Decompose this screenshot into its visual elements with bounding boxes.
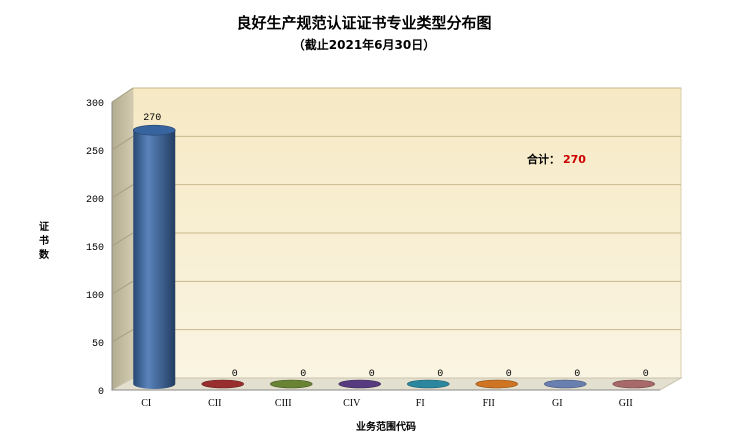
y-axis-title: 证书数 [39, 221, 50, 261]
bars [132, 124, 656, 389]
y-tick-labels: 0 50 100 150 200 250 300 [86, 99, 104, 398]
y-tick-label: 200 [86, 195, 104, 206]
bar [338, 379, 382, 389]
gridline-side [111, 135, 134, 151]
bar-top [543, 379, 587, 389]
data-label: 0 [506, 369, 512, 380]
bar [612, 379, 656, 389]
total-label: 合计： [527, 152, 560, 166]
data-label: 0 [369, 369, 375, 380]
chart-subtitle: （截止2021年6月30日） [293, 37, 435, 52]
bar-top [201, 379, 245, 389]
data-label: 0 [574, 369, 580, 380]
gridline-side [111, 87, 134, 103]
data-label: 0 [232, 369, 238, 380]
x-tick-label: GII [619, 398, 633, 409]
y-tick-label: 150 [86, 243, 104, 254]
plot-walls [110, 87, 683, 391]
gridline-side [111, 280, 134, 295]
bar [269, 379, 313, 389]
y-tick-label: 250 [86, 147, 104, 158]
x-tick-label: GI [552, 398, 563, 409]
bar-top [475, 379, 519, 389]
y-tick-label: 0 [98, 387, 104, 398]
data-labels: 270 0 0 0 0 0 0 0 [143, 113, 649, 380]
y-tick-label: 50 [92, 339, 104, 350]
total-value: 270 [563, 153, 586, 166]
x-tick-label: FII [483, 398, 495, 409]
data-label: 0 [437, 369, 443, 380]
bar [406, 379, 450, 389]
gridline-side [111, 329, 134, 343]
gridline-side [111, 232, 134, 247]
bar [475, 379, 519, 389]
data-label: 0 [643, 369, 649, 380]
y-tick-label: 300 [86, 99, 104, 110]
bar [543, 379, 587, 389]
bar-top [338, 379, 382, 389]
gridlines [111, 87, 681, 343]
bar-top [132, 124, 176, 136]
bar-top [406, 379, 450, 389]
data-label: 0 [300, 369, 306, 380]
bar-top [612, 379, 656, 389]
y-tick-label: 100 [86, 291, 104, 302]
floor [110, 377, 683, 391]
chart-title: 良好生产规范认证证书专业类型分布图 [236, 14, 491, 32]
data-label: 270 [143, 113, 161, 124]
x-tick-label: FI [416, 398, 425, 409]
bar-top [269, 379, 313, 389]
bar [132, 124, 176, 389]
x-tick-labels: CI CII CIII CIV FI FII GI GII [141, 398, 632, 409]
bar [201, 379, 245, 389]
x-tick-label: CII [208, 398, 221, 409]
total-annotation: 合计： 270 [527, 152, 586, 166]
x-tick-label: CIV [343, 398, 361, 409]
bar-body [133, 130, 176, 389]
gridline-side [111, 184, 134, 199]
x-tick-label: CI [141, 398, 151, 409]
x-tick-label: CIII [275, 398, 292, 409]
x-axis-title: 业务范围代码 [356, 420, 416, 433]
